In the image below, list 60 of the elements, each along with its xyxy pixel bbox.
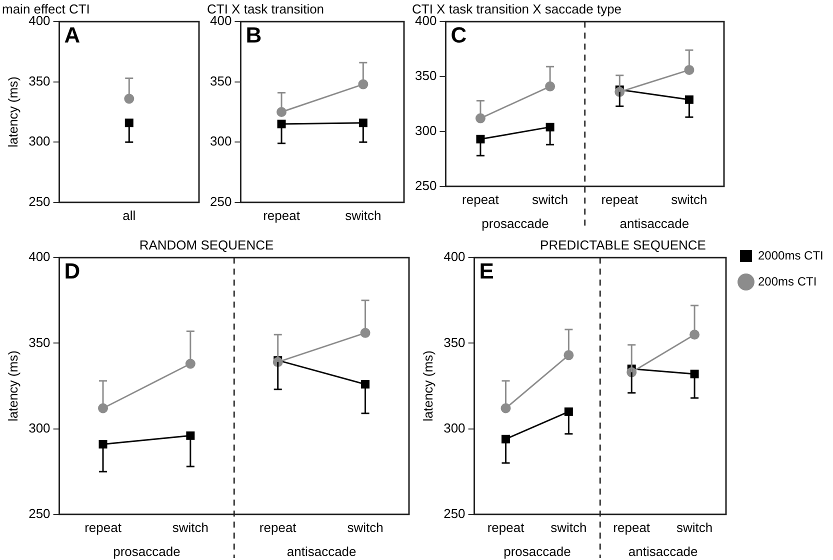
x-tick-label: all [122,208,136,223]
annotation: A [64,22,80,48]
point [186,431,195,440]
x-tick-label: switch [550,520,587,535]
point [546,122,554,132]
y-tick-label: 400 [28,249,50,264]
y-tick-label: 350 [28,73,50,88]
x-tick-label: repeat [84,520,122,535]
x-tick-label: repeat [487,520,525,535]
point [361,380,370,389]
y-tick-label: 250 [210,194,232,209]
x-tick-label: switch [172,520,208,535]
x-tick-label: repeat [613,520,650,535]
point [684,95,694,104]
y-tick-label: 300 [414,123,437,138]
point [564,407,573,416]
point [358,118,368,128]
y-tick-label: 400 [444,249,466,264]
x-tick-label: repeat [462,192,500,207]
text: antisaccade [620,216,690,232]
point [476,134,485,144]
text: prosaccade [504,544,571,560]
legend-label: 2000ms CTI [758,248,824,262]
text: antisaccade [628,544,698,560]
y-tick-label: 250 [28,506,50,521]
y-tick-label: 250 [414,178,437,193]
point [502,434,510,444]
chart-title: RANDOM SEQUENCE [139,237,274,252]
text: antisaccade [286,544,356,560]
text: prosaccade [482,216,549,232]
annotation: B [246,22,262,48]
y-tick-label: 300 [444,420,466,436]
y-axis-title: latency (ms) [5,76,20,148]
y-tick-label: 250 [28,194,50,209]
y-tick-label: 300 [28,420,50,436]
x-tick-label: switch [676,520,713,535]
x-tick-label: repeat [259,520,297,535]
x-tick-label: switch [345,208,382,223]
legend-label: 200ms CTI [758,274,817,288]
y-tick-label: 300 [210,134,232,149]
annotation: C [450,22,467,48]
text: prosaccade [113,544,180,560]
annotation: E [479,258,494,284]
point [277,120,286,128]
y-tick-label: 350 [28,334,50,350]
x-tick-label: repeat [601,192,638,207]
y-axis-title: latency (ms) [5,350,20,422]
y-tick-label: 350 [210,73,232,88]
x-tick-label: switch [671,192,708,207]
chart-title: PREDICTABLE SEQUENCE [540,237,706,252]
x-tick-label: switch [532,192,568,207]
y-tick-label: 300 [28,134,50,149]
y-tick-label: 350 [414,68,437,84]
y-tick-label: 350 [444,334,466,350]
y-tick-label: 250 [444,506,466,521]
annotation: D [64,258,80,284]
y-axis-title: latency (ms) [420,350,436,422]
x-tick-label: repeat [263,208,300,223]
point [690,370,699,378]
x-tick-label: switch [347,520,384,535]
